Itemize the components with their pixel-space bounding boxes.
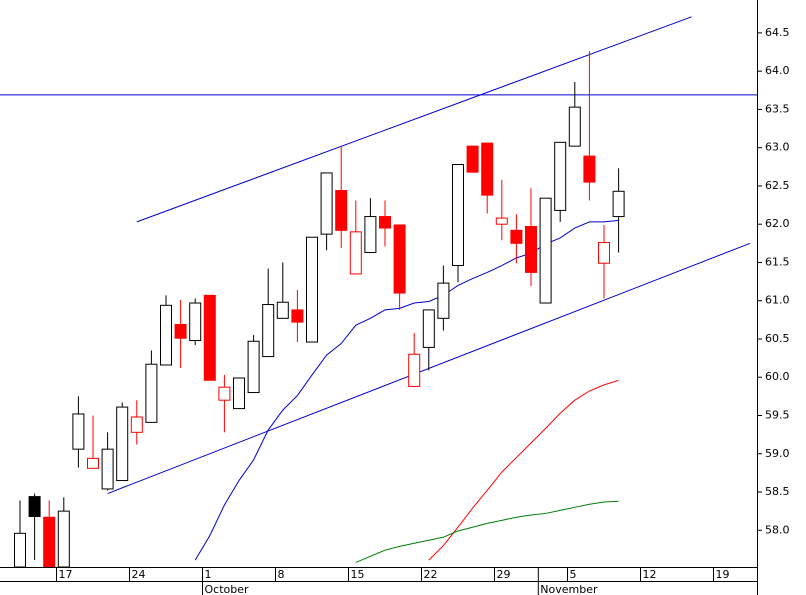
candle-body xyxy=(72,413,85,450)
candle-body xyxy=(233,377,245,410)
candle-body xyxy=(145,363,158,423)
y-tick-label: 61.0 xyxy=(765,294,790,307)
y-tick-label: 58.5 xyxy=(765,485,790,498)
y-tick-label: 60.5 xyxy=(765,332,790,345)
candle-body xyxy=(276,301,289,319)
candle-body xyxy=(43,516,56,567)
y-tick-label: 63.5 xyxy=(765,102,790,115)
candle-body xyxy=(116,406,129,482)
candle-body xyxy=(247,340,260,394)
candle-body xyxy=(568,106,581,147)
y-tick-label: 60.0 xyxy=(765,370,790,383)
candle-body xyxy=(525,225,537,273)
candle-body xyxy=(481,142,494,196)
month-label: October xyxy=(205,583,249,595)
candle-body xyxy=(437,282,450,319)
candle-body xyxy=(320,172,333,235)
candle-body xyxy=(364,216,377,254)
y-tick-label: 58.0 xyxy=(765,523,790,536)
x-tick-label: 22 xyxy=(424,568,438,581)
moving-average xyxy=(355,500,619,563)
candle-body xyxy=(452,164,464,267)
y-tick-label: 59.5 xyxy=(765,408,790,421)
candle-body xyxy=(87,457,99,469)
candle-body xyxy=(291,309,304,323)
candle-body xyxy=(160,304,172,366)
y-tick-label: 63.0 xyxy=(765,141,790,154)
candle-body xyxy=(101,448,114,490)
x-tick-label: 29 xyxy=(497,568,511,581)
candle-body xyxy=(379,216,391,229)
trend-line xyxy=(136,16,692,223)
y-tick-label: 59.0 xyxy=(765,447,790,460)
candle-body xyxy=(598,242,610,264)
candle-body xyxy=(554,141,567,211)
plot-area xyxy=(0,16,757,567)
x-tick-label: 15 xyxy=(351,568,365,581)
x-tick-label: 1 xyxy=(205,568,212,581)
y-tick-label: 64.5 xyxy=(765,26,790,39)
candle-body xyxy=(203,294,216,381)
candle-body xyxy=(218,386,231,401)
candle-body xyxy=(174,323,187,339)
candle-body xyxy=(349,231,362,275)
candle-body xyxy=(130,416,143,433)
y-tick-label: 62.0 xyxy=(765,217,790,230)
candle-body xyxy=(28,496,41,517)
candle-body xyxy=(262,304,275,358)
candle-body xyxy=(306,236,318,343)
candle-body xyxy=(14,532,26,567)
candle-body xyxy=(422,309,435,348)
candle-body xyxy=(335,190,348,231)
y-tick-label: 62.5 xyxy=(765,179,790,192)
y-tick-label: 61.5 xyxy=(765,255,790,268)
x-tick-label: 24 xyxy=(132,568,146,581)
x-tick-label: 5 xyxy=(570,568,577,581)
candle-body xyxy=(612,190,625,218)
candle-body xyxy=(510,229,523,244)
candle-body xyxy=(57,510,70,567)
moving-average xyxy=(428,379,619,561)
candle-body xyxy=(393,224,406,294)
x-tick-label: 12 xyxy=(643,568,657,581)
x-tick-label: 8 xyxy=(278,568,285,581)
candle-body xyxy=(466,145,479,173)
month-label: November xyxy=(540,583,598,595)
candle-body xyxy=(408,353,421,387)
candle-body xyxy=(583,155,596,183)
x-tick-label: 19 xyxy=(716,568,730,581)
candle-body xyxy=(189,302,202,342)
candle-body xyxy=(495,217,508,225)
x-tick-label: 17 xyxy=(59,568,73,581)
candle-body xyxy=(539,197,552,304)
y-tick-label: 64.0 xyxy=(765,64,790,77)
